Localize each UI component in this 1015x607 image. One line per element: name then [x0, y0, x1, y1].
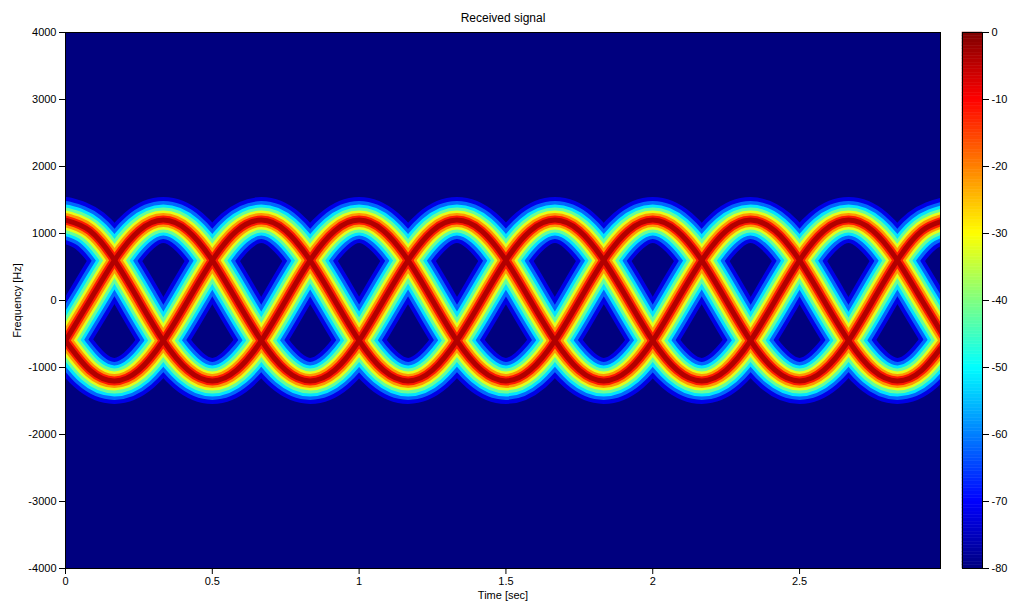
svg-text:-40: -40 — [992, 294, 1008, 306]
svg-text:-70: -70 — [992, 495, 1008, 507]
svg-text:0: 0 — [50, 294, 56, 306]
svg-text:-50: -50 — [992, 361, 1008, 373]
svg-text:4000: 4000 — [32, 26, 56, 38]
svg-text:Time [sec]: Time [sec] — [478, 589, 528, 601]
svg-text:-60: -60 — [992, 428, 1008, 440]
svg-text:-80: -80 — [992, 562, 1008, 574]
svg-text:-30: -30 — [992, 227, 1008, 239]
svg-text:0: 0 — [62, 575, 68, 587]
svg-text:-2000: -2000 — [28, 428, 56, 440]
svg-text:-20: -20 — [992, 160, 1008, 172]
svg-text:2.5: 2.5 — [792, 575, 807, 587]
svg-text:-4000: -4000 — [28, 562, 56, 574]
svg-text:-10: -10 — [992, 93, 1008, 105]
svg-text:1: 1 — [356, 575, 362, 587]
svg-text:1000: 1000 — [32, 227, 56, 239]
svg-text:1.5: 1.5 — [498, 575, 513, 587]
svg-text:-3000: -3000 — [28, 495, 56, 507]
svg-text:Frequency [Hz]: Frequency [Hz] — [11, 263, 23, 338]
svg-text:3000: 3000 — [32, 93, 56, 105]
svg-text:0: 0 — [992, 26, 998, 38]
svg-text:2000: 2000 — [32, 160, 56, 172]
svg-text:Received signal: Received signal — [461, 11, 546, 25]
svg-text:0.5: 0.5 — [205, 575, 220, 587]
svg-text:2: 2 — [650, 575, 656, 587]
svg-text:-1000: -1000 — [28, 361, 56, 373]
